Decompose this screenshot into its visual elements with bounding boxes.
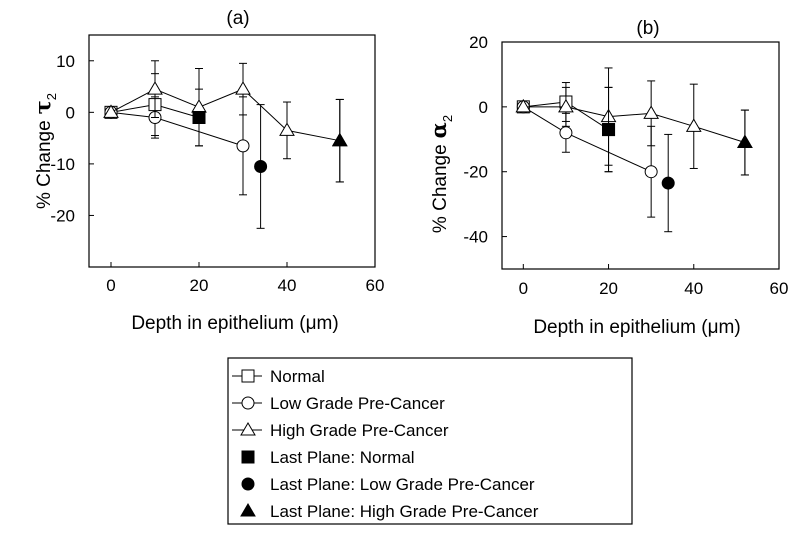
y-tick-label-a: -10 [50, 155, 75, 174]
data-point-high-grade-pre-cancer [103, 104, 119, 118]
legend-label: High Grade Pre-Cancer [270, 421, 449, 440]
legend-item-4: Last Plane: Low Grade Pre-Cancer [241, 475, 535, 494]
y-tick-label-b: 20 [469, 33, 488, 52]
series-last-plane-low-grade-pre-cancer-a [254, 104, 268, 229]
legend-label: Last Plane: Normal [270, 448, 415, 467]
data-point-high-grade-pre-cancer [558, 98, 574, 113]
data-point-high-grade-pre-cancer [685, 118, 702, 132]
data-point-last-plane-normal [192, 110, 206, 124]
y-axis-subscript-b: 2 [440, 115, 455, 122]
legend-item-2: High Grade Pre-Cancer [232, 421, 449, 440]
x-tick-label-a: 40 [278, 276, 297, 295]
series-last-plane-normal-b [602, 86, 616, 173]
plot-frame-b [501, 41, 780, 270]
legend-marker [241, 369, 255, 383]
data-point-low-grade-pre-cancer [644, 165, 658, 179]
panel-title-b: (b) [636, 18, 659, 39]
legend-label: Normal [270, 367, 325, 386]
legend-marker [241, 396, 255, 410]
x-axis-label-a: Depth in epithelium (μm) [131, 313, 338, 334]
series-last-plane-high-grade-pre-cancer-a [331, 98, 348, 183]
series-line-high-grade-pre-cancer-b [523, 106, 746, 144]
legend: Normal Low Grade Pre-Cancer High Grade Pre… [227, 357, 633, 525]
series-last-plane-normal-a [192, 110, 206, 124]
legend-item-1: Low Grade Pre-Cancer [232, 394, 445, 413]
y-tick-label-b: 0 [479, 98, 488, 117]
x-tick-label-a: 0 [106, 276, 115, 295]
y-axis-symbol-b: α [426, 122, 451, 138]
legend-box [227, 357, 633, 525]
data-point-high-grade-pre-cancer [147, 81, 163, 95]
legend-label: Low Grade Pre-Cancer [270, 394, 445, 413]
y-tick-label-a: 10 [56, 52, 75, 71]
data-point-high-grade-pre-cancer [643, 105, 660, 119]
legend-marker [240, 503, 256, 517]
y-tick-label-b: -40 [463, 228, 488, 247]
series-line-low-grade-pre-cancer-b [523, 106, 652, 173]
x-tick-label-a: 20 [190, 276, 209, 295]
x-tick-label-b: 20 [599, 279, 618, 298]
y-axis-symbol-a: τ [30, 100, 55, 114]
series-last-plane-low-grade-pre-cancer-b [661, 133, 675, 233]
legend-label: Last Plane: High Grade Pre-Cancer [270, 502, 539, 521]
x-axis-label-b: Depth in epithelium (μm) [533, 317, 740, 338]
data-point-last-plane-low-grade-pre-cancer [254, 159, 268, 173]
y-axis-label-text-b: % Change [430, 144, 451, 233]
series-line-high-grade-pre-cancer-a [110, 88, 340, 142]
series-low-grade-pre-cancer-b [516, 100, 658, 218]
y-axis-label-b: % Change α2 [426, 115, 455, 233]
data-point-low-grade-pre-cancer [559, 126, 573, 140]
y-axis-label-text-a: % Change [34, 120, 55, 209]
y-axis-subscript-a: 2 [44, 93, 59, 100]
data-point-last-plane-high-grade-pre-cancer [737, 134, 753, 149]
data-point-last-plane-normal [602, 123, 616, 137]
x-tick-label-a: 60 [366, 276, 385, 295]
data-point-low-grade-pre-cancer [236, 139, 250, 153]
series-last-plane-high-grade-pre-cancer-b [737, 109, 753, 176]
data-point-high-grade-pre-cancer [191, 99, 207, 113]
legend-marker [241, 477, 255, 491]
legend-marker [241, 450, 255, 464]
x-tick-label-b: 0 [519, 279, 528, 298]
panel-a: (a) Depth in epithelium (μm) % Changeτ2 … [30, 8, 384, 334]
legend-item-3: Last Plane: Normal [241, 448, 415, 467]
series-high-grade-pre-cancer-a [103, 60, 348, 183]
data-point-high-grade-pre-cancer [279, 122, 295, 136]
data-point-high-grade-pre-cancer [515, 98, 532, 113]
data-point-last-plane-high-grade-pre-cancer [331, 132, 348, 147]
series-line-low-grade-pre-cancer-a [110, 111, 244, 147]
legend-item-5: Last Plane: High Grade Pre-Cancer [240, 502, 539, 521]
y-axis-label-a: % Change τ2 [30, 93, 59, 209]
x-tick-label-b: 40 [684, 279, 703, 298]
data-point-last-plane-low-grade-pre-cancer [661, 176, 675, 190]
legend-item-0: Normal [232, 367, 325, 386]
plot-frame-a [88, 34, 376, 268]
x-tick-label-b: 60 [770, 279, 789, 298]
panel-b: (b) Depth in epithelium (μm) % Changeα2 … [426, 18, 788, 338]
series-high-grade-pre-cancer-b [515, 67, 753, 176]
y-tick-label-a: -20 [50, 206, 75, 225]
data-point-high-grade-pre-cancer [235, 81, 251, 95]
panel-title-a: (a) [226, 8, 249, 29]
legend-marker [240, 422, 256, 436]
y-tick-label-a: 0 [66, 103, 75, 122]
legend-label: Last Plane: Low Grade Pre-Cancer [270, 475, 535, 494]
y-tick-label-b: -20 [463, 163, 488, 182]
